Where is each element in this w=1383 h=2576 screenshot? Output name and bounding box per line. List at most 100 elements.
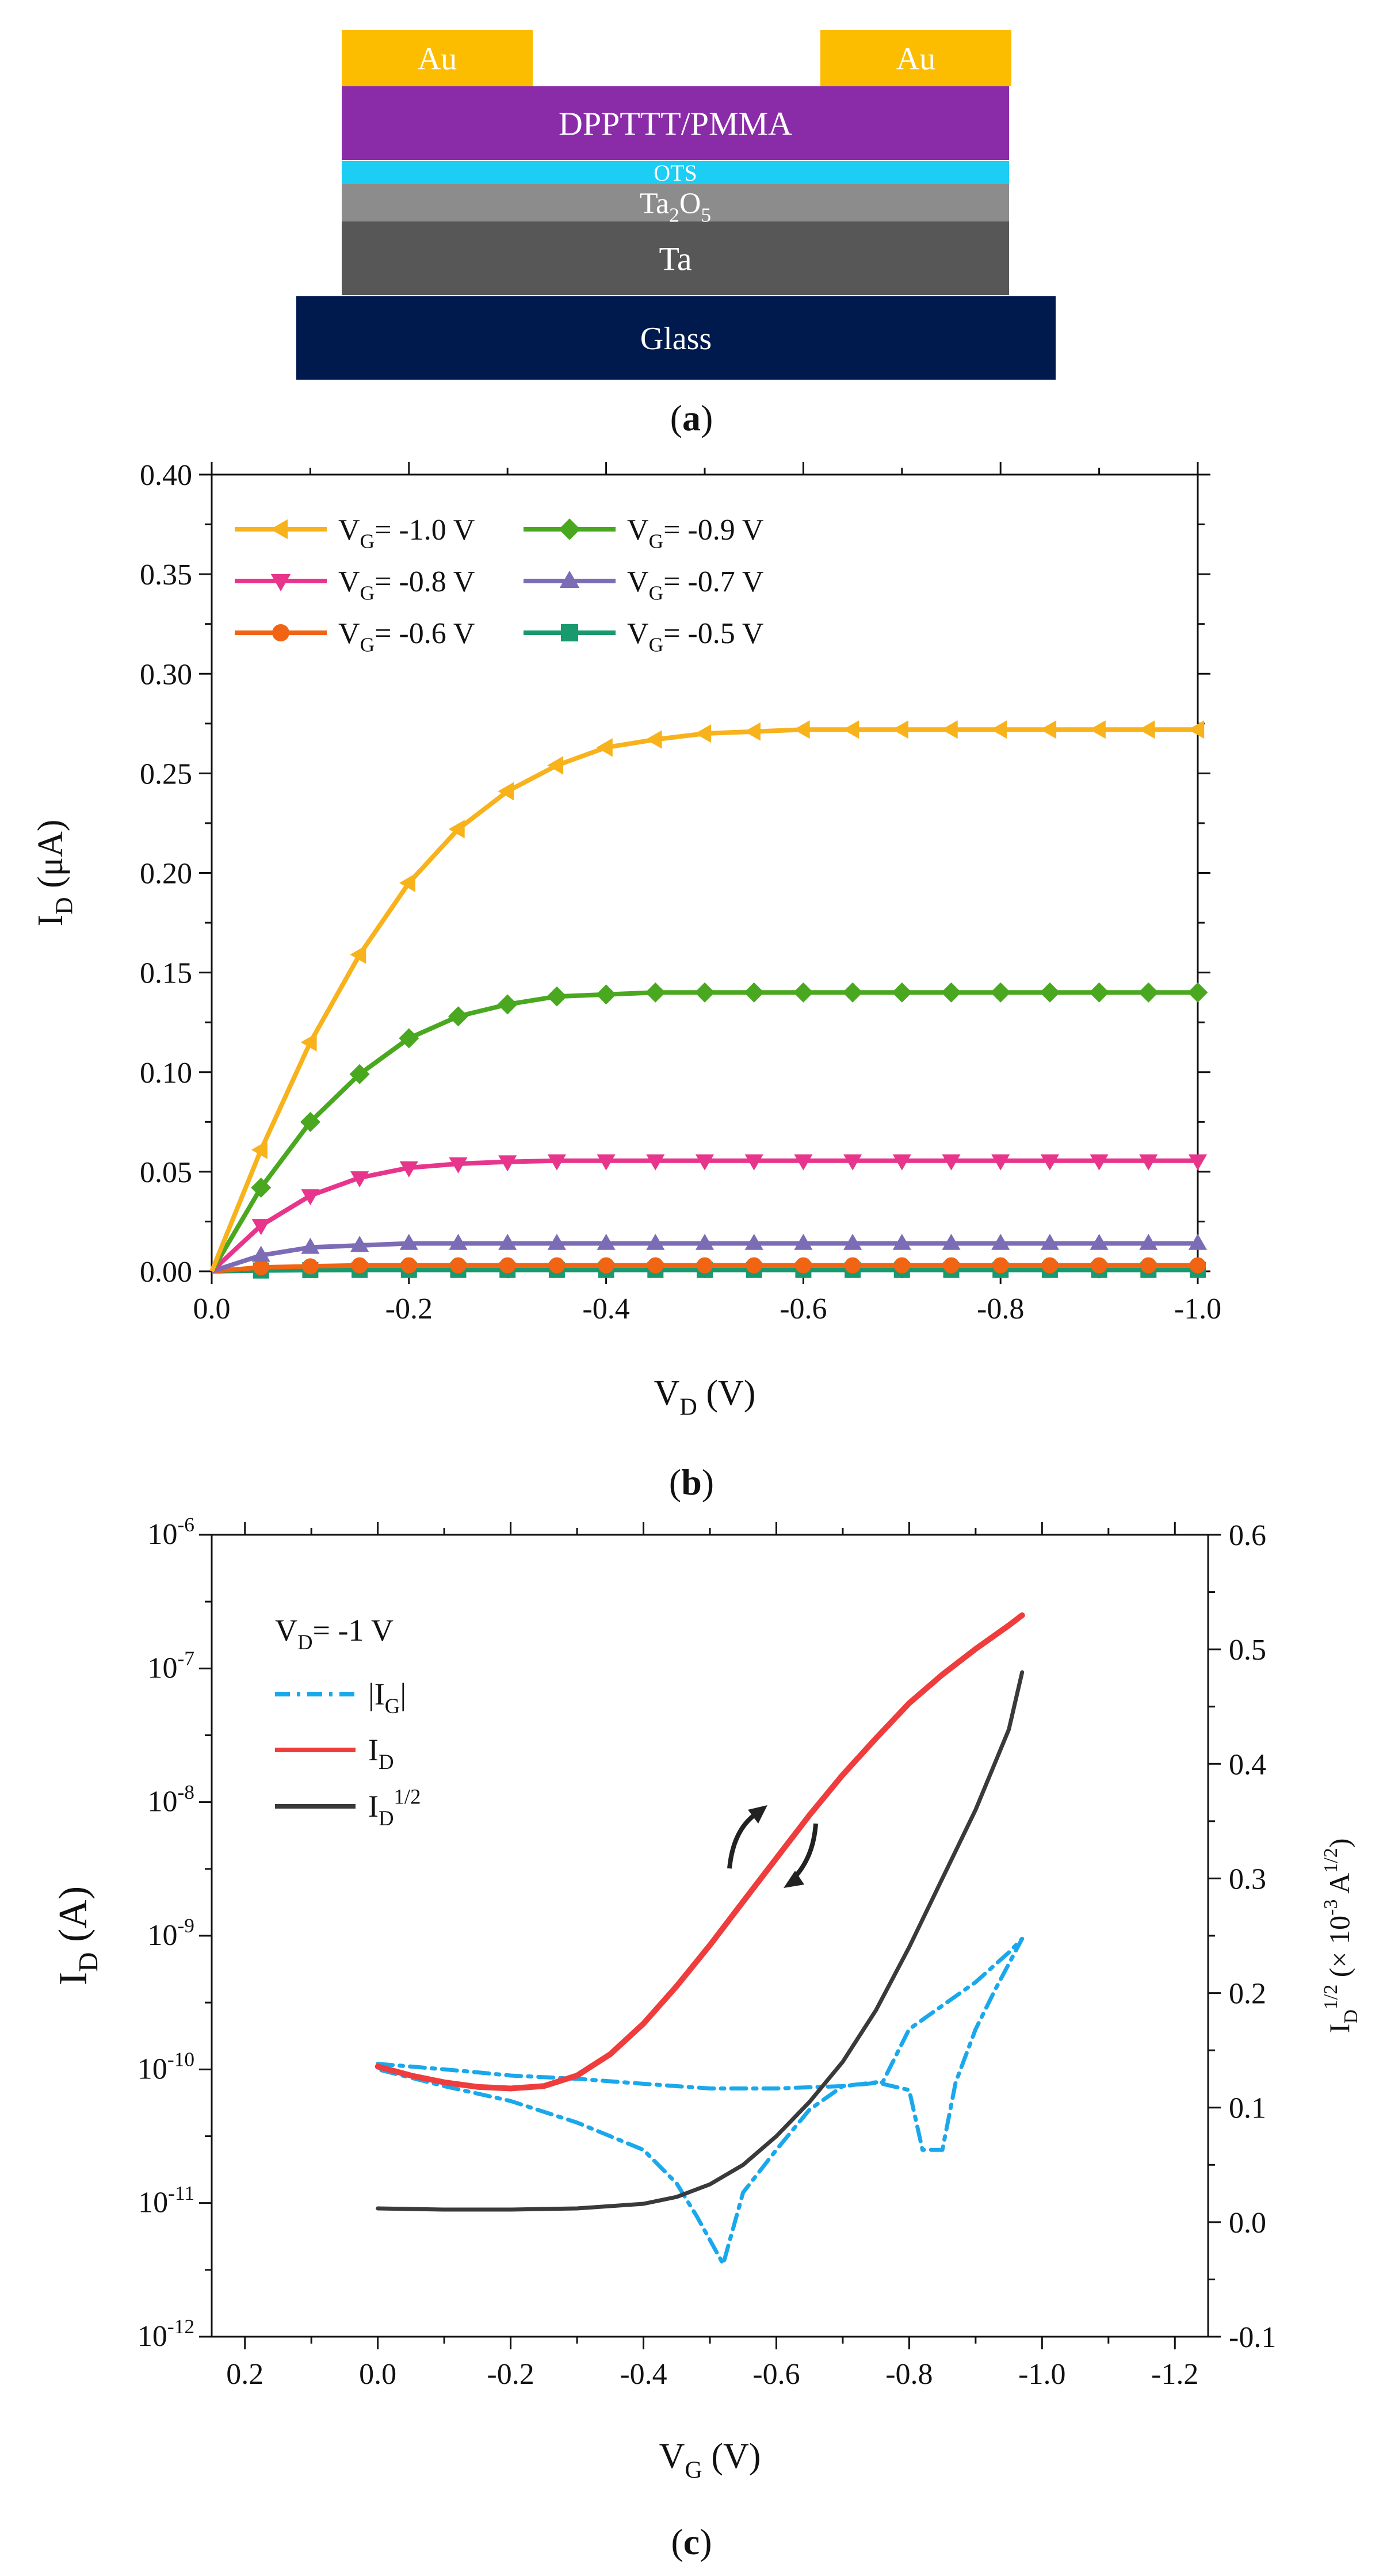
marker-diamond: [1089, 982, 1110, 1003]
marker-diamond: [645, 982, 666, 1003]
marker-triangle-down: [498, 1155, 517, 1172]
marker-triangle-left: [843, 720, 859, 739]
marker-triangle-left: [270, 519, 288, 540]
y-left-axis-label-c: ID (A): [51, 1886, 104, 1985]
x-tick-label-c: -1.2: [1151, 2358, 1198, 2391]
series-line--i-g-: [376, 1936, 1025, 2267]
marker-triangle-up: [251, 1245, 270, 1262]
marker-diamond: [349, 1064, 370, 1084]
marker-circle: [1091, 1257, 1107, 1274]
y-left-tick-label-c: 10-7: [148, 1646, 194, 1684]
marker-circle: [893, 1257, 910, 1274]
marker-triangle-up: [695, 1233, 715, 1250]
marker-triangle-up: [1139, 1233, 1158, 1250]
x-tick-label-c: -0.6: [752, 2358, 800, 2391]
marker-triangle-down: [547, 1154, 566, 1171]
marker-triangle-up: [1040, 1233, 1059, 1250]
marker-diamond: [793, 982, 813, 1003]
marker-triangle-left: [399, 873, 415, 892]
marker-circle: [1041, 1257, 1058, 1274]
marker-diamond: [842, 982, 863, 1003]
legend-item-b: VG= -1.0 V: [235, 514, 475, 553]
x-tick-label-c: 0.0: [359, 2358, 396, 2391]
legend-label-b: VG= -0.8 V: [338, 565, 475, 605]
y-tick-label-b: 0.40: [140, 459, 192, 492]
marker-diamond: [941, 982, 961, 1003]
legend-label-b: VG= -1.0 V: [338, 514, 475, 553]
marker-triangle-down: [646, 1154, 665, 1171]
marker-circle: [272, 624, 289, 641]
marker-triangle-down: [942, 1154, 961, 1171]
series-v-g-0-7-v: [211, 1233, 1208, 1274]
marker-triangle-left: [892, 720, 908, 739]
marker-triangle-down: [1090, 1154, 1109, 1171]
marker-circle: [647, 1257, 664, 1274]
legend-label-b: VG= -0.9 V: [627, 514, 763, 553]
marker-diamond: [744, 982, 765, 1003]
y-left-tick-label-c: 10-6: [148, 1513, 194, 1551]
y-tick-label-b: 0.05: [140, 1156, 192, 1189]
marker-diamond: [547, 986, 567, 1007]
marker-circle: [400, 1257, 417, 1274]
marker-diamond: [251, 1178, 272, 1198]
marker-triangle-left: [744, 722, 761, 741]
y-tick-label-b: 0.15: [140, 957, 192, 990]
legend-item-b: VG= -0.5 V: [524, 617, 763, 656]
legend-item-b: VG= -0.9 V: [524, 514, 763, 553]
sweep-arrows-c: [727, 1805, 818, 1888]
marker-triangle-down: [991, 1154, 1010, 1171]
marker-triangle-down: [251, 1219, 270, 1236]
marker-triangle-down: [744, 1154, 763, 1171]
layer-ots: [342, 161, 1009, 184]
marker-triangle-up: [646, 1233, 665, 1250]
marker-triangle-left: [793, 720, 810, 739]
y-tick-label-b: 0.10: [140, 1057, 192, 1090]
marker-triangle-up: [744, 1233, 763, 1250]
y-right-tick-label-c: 0.0: [1229, 2207, 1266, 2239]
marker-diamond: [694, 982, 715, 1003]
marker-diamond: [448, 1006, 468, 1027]
marker-diamond: [1040, 982, 1060, 1003]
y-tick-label-b: 0.30: [140, 658, 192, 691]
marker-triangle-down: [597, 1154, 616, 1171]
caption-a: (a): [670, 398, 713, 438]
marker-triangle-up: [942, 1233, 961, 1250]
marker-diamond: [300, 1111, 320, 1132]
legend-condition-c: VD= -1 V: [275, 1613, 393, 1654]
y-axis-label-b: ID (μA): [31, 820, 78, 927]
x-tick-label-b: -1.0: [1174, 1293, 1221, 1325]
x-tick-label-c: -0.8: [885, 2358, 933, 2391]
layer-ta2o5: [342, 184, 1009, 221]
caption-b: (b): [669, 1462, 714, 1503]
plot-frame-c: [211, 1534, 1209, 2338]
legend-label-c: |IG|: [368, 1677, 406, 1718]
marker-circle: [302, 1258, 319, 1275]
marker-circle: [352, 1257, 368, 1274]
marker-diamond: [990, 982, 1011, 1003]
marker-triangle-left: [695, 724, 712, 743]
legend-label-b: VG= -0.7 V: [627, 565, 763, 605]
marker-circle: [450, 1257, 467, 1274]
marker-triangle-left: [251, 1140, 268, 1159]
series-line-i-d: [375, 1612, 1025, 2092]
legend-item-c: |IG|: [275, 1677, 406, 1718]
series-v-g-0-8-v: [210, 1154, 1208, 1273]
x-tick-label-b: -0.8: [977, 1293, 1024, 1325]
y-tick-label-b: 0.20: [140, 858, 192, 890]
series-v-g-1-0-v: [209, 720, 1205, 1272]
marker-triangle-up: [547, 1233, 566, 1250]
marker-diamond: [399, 1028, 419, 1049]
panel-b-output-chart: 0.0 -0.2 -0.4 -0.6 -0.8 -1.0 0.00 0.05 0.10 0.15 0…: [31, 459, 1221, 1503]
marker-triangle-down: [350, 1171, 369, 1188]
marker-triangle-down: [695, 1154, 715, 1171]
layer-ta: [342, 221, 1009, 295]
y-right-tick-label-c: 0.2: [1229, 1978, 1266, 2011]
x-tick-label-b: -0.4: [582, 1293, 629, 1325]
marker-triangle-left: [1188, 720, 1205, 739]
layer-glass: [296, 296, 1056, 380]
marker-diamond: [892, 982, 912, 1003]
marker-triangle-left: [941, 720, 958, 739]
caption-c: (c): [671, 2521, 712, 2562]
marker-triangle-left: [991, 720, 1007, 739]
